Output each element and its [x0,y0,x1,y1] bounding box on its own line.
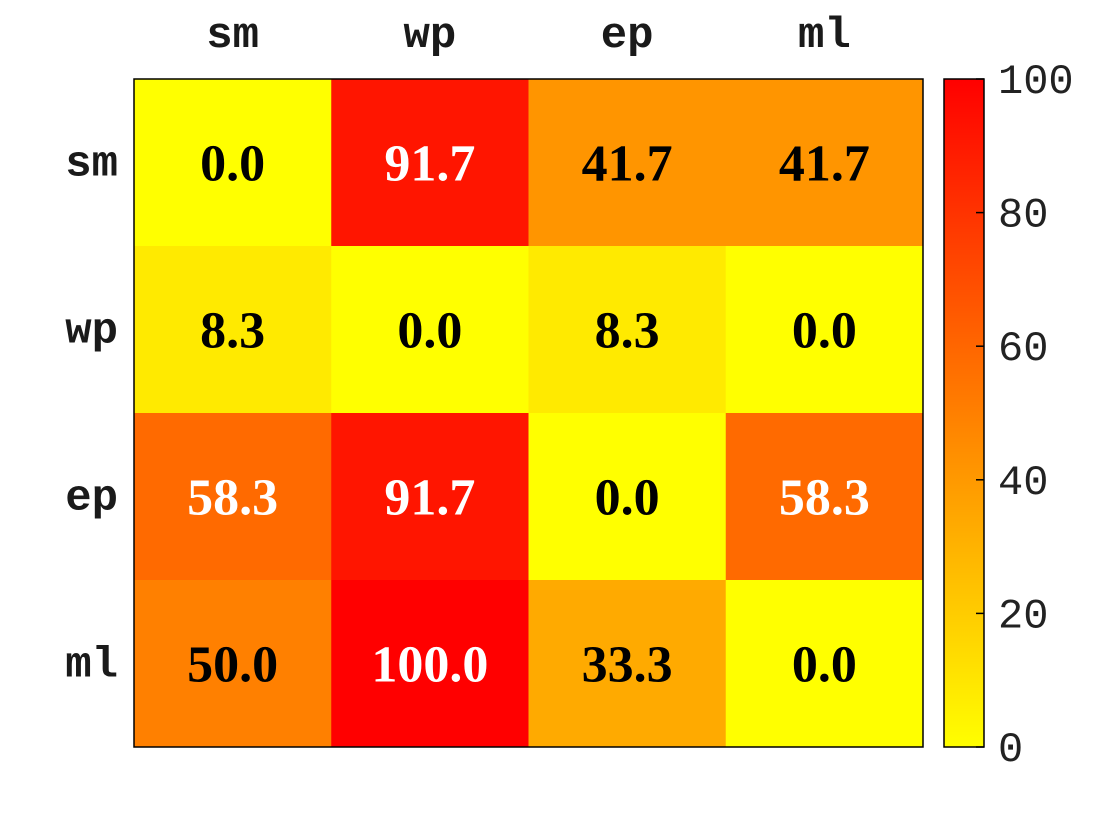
colorbar-tick-label: 40 [998,459,1048,507]
heatmap-cell [331,413,529,581]
colorbar-tick-label: 80 [998,192,1048,240]
heatmap-cell [528,413,727,581]
colorbar [943,78,985,748]
heatmap-cell [331,246,529,414]
cell-value-label: 8.3 [200,303,265,360]
heatmap-cell [134,580,332,748]
heatmap-cell [528,79,727,247]
heatmap-cell-labels: 0.0 91.7 41.7 41.7 8.3 0.0 8.3 0.0 58.3 91.7 0.0 58… [187,136,870,694]
heatmap-cell [528,246,727,414]
column-labels: sm wp ep ml [206,11,851,61]
colorbar-tick-label: 0 [998,726,1023,774]
column-label: wp [403,11,456,61]
column-label: ml [798,11,851,61]
row-label: wp [65,307,118,357]
colorbar-tick-label: 20 [998,592,1048,640]
heatmap-cell [134,246,332,414]
heatmap-cells [134,79,924,748]
heatmap-cell [528,580,727,748]
heatmap-cell [331,580,529,748]
cell-value-label: 0.0 [792,303,857,360]
heatmap-cell [725,413,924,581]
column-label: ep [601,11,654,61]
column-label: sm [206,11,259,61]
cell-value-label: 91.7 [384,136,475,193]
row-labels: sm wp ep ml [65,140,118,691]
cell-value-label: 41.7 [582,136,673,193]
cell-value-label: 91.7 [384,470,475,527]
cell-value-label: 0.0 [595,470,660,527]
heatmap-cell [331,79,529,247]
heatmap-cell [725,580,924,748]
cell-value-label: 58.3 [187,470,278,527]
heatmap-cell [134,413,332,581]
cell-value-label: 0.0 [397,303,462,360]
colorbar-tick-label: 100 [998,58,1074,106]
cell-value-label: 33.3 [582,637,673,694]
heatmap-cell [134,79,332,247]
cell-value-label: 58.3 [779,470,870,527]
row-label: ml [65,641,118,691]
colorbar-ticks: 0 20 40 60 80 100 [976,58,1074,774]
plot-frame [133,78,924,748]
row-label: ep [65,474,118,524]
cell-value-label: 100.0 [371,637,488,694]
heatmap-cell [725,246,924,414]
cell-value-label: 0.0 [792,637,857,694]
row-label: sm [65,140,118,190]
cell-value-label: 41.7 [779,136,870,193]
heatmap-cell [725,79,924,247]
cell-value-label: 8.3 [595,303,660,360]
cell-value-label: 50.0 [187,637,278,694]
colorbar-tick-label: 60 [998,325,1048,373]
cell-value-label: 0.0 [200,136,265,193]
